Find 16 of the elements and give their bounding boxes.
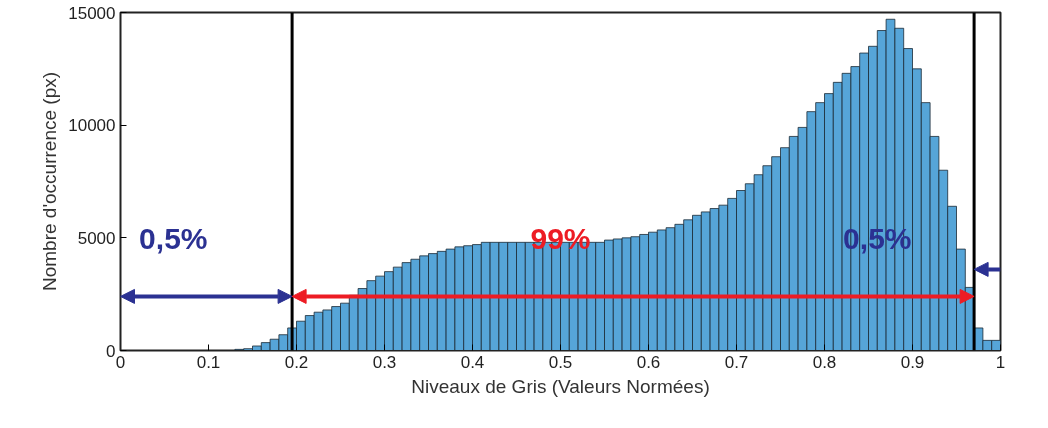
x-tick-label: 0.5 bbox=[548, 352, 573, 372]
annotation: 0,5% bbox=[139, 222, 208, 256]
x-tick-label: 0.2 bbox=[284, 352, 309, 372]
x-tick-label: 0.1 bbox=[196, 352, 221, 372]
x-tick-label: 0.4 bbox=[460, 352, 485, 372]
x-tick-label: 1 bbox=[995, 352, 1006, 372]
x-tick-label: 0.6 bbox=[636, 352, 661, 372]
y-tick-label: 10000 bbox=[68, 116, 116, 136]
x-tick-label: 0.3 bbox=[372, 352, 397, 372]
x-axis-title: Niveaux de Gris (Valeurs Normées) bbox=[411, 375, 710, 397]
x-tick-label: 0.8 bbox=[812, 352, 837, 372]
x-tick-label: 0.7 bbox=[724, 352, 749, 372]
x-tick-label: 0.9 bbox=[900, 352, 925, 372]
y-tick-label: 15000 bbox=[68, 3, 116, 23]
y-tick-label: 5000 bbox=[77, 228, 116, 248]
y-axis-title: Nombre d'occurrence (px) bbox=[39, 71, 61, 292]
